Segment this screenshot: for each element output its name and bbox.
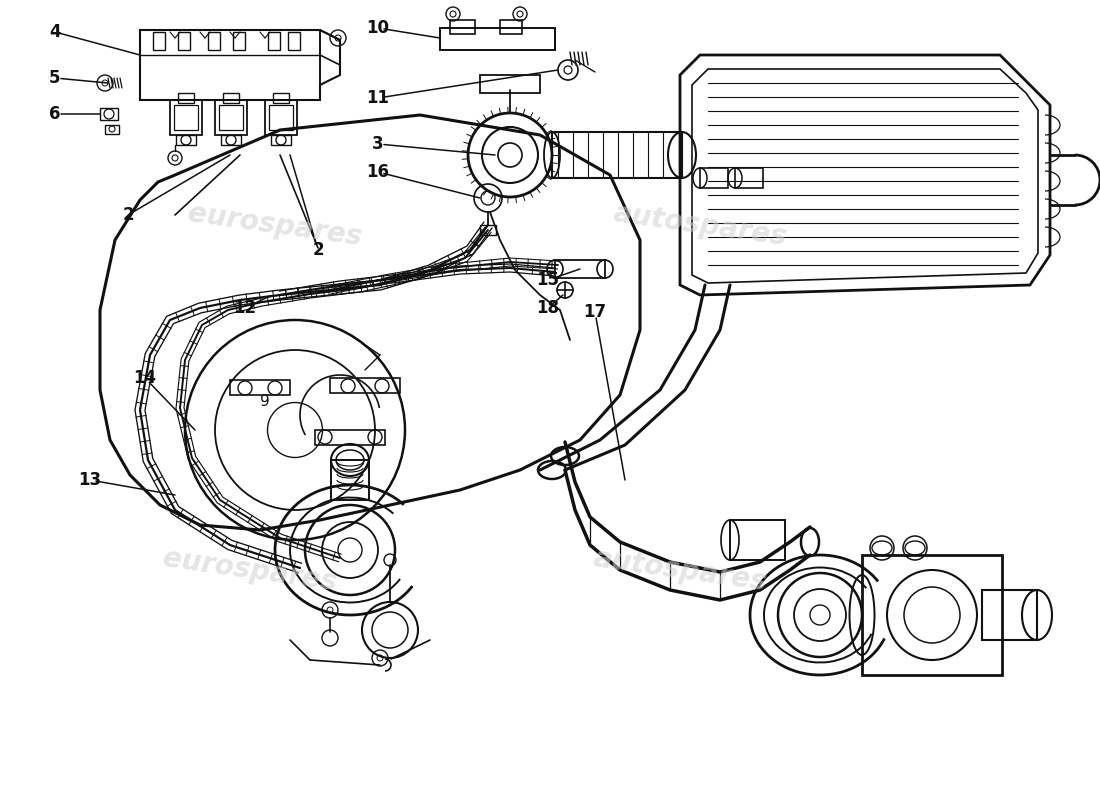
Bar [480,75,540,93]
Bar [176,135,196,145]
Text: 6: 6 [50,105,60,123]
Bar [440,28,556,50]
Bar [556,260,605,278]
Text: 12: 12 [233,299,256,317]
Bar [552,132,682,178]
Bar [100,108,118,120]
Bar [735,168,763,188]
Bar [700,168,728,188]
Bar [730,520,785,560]
Text: 14: 14 [133,369,156,387]
Text: eurospares: eurospares [186,199,364,251]
Text: eurospares: eurospares [162,544,339,596]
Text: 9: 9 [260,394,270,410]
Bar [170,100,202,135]
Bar [480,225,496,235]
Bar [153,32,165,50]
Text: 15: 15 [537,271,560,289]
Bar [273,93,289,103]
Bar [271,135,292,145]
Bar [178,93,194,103]
Bar [208,32,220,50]
Text: 13: 13 [78,471,101,489]
Bar [233,32,245,50]
Bar [104,125,119,134]
Bar [982,590,1037,640]
Text: 16: 16 [366,163,389,181]
Bar [450,20,475,34]
Text: 10: 10 [366,19,389,37]
Bar [288,32,300,50]
Text: 17: 17 [583,303,606,321]
Bar [219,105,243,130]
Bar [331,460,368,500]
Bar [214,100,248,135]
Bar [862,555,1002,675]
Bar [174,105,198,130]
Bar [268,32,280,50]
Text: 4: 4 [50,23,60,41]
Text: 3: 3 [372,135,384,153]
Text: 2: 2 [122,206,134,224]
Text: 11: 11 [366,89,389,107]
Bar [265,100,297,135]
Text: 5: 5 [50,69,60,87]
Text: 2: 2 [312,241,323,259]
Bar [270,105,293,130]
Bar [500,20,522,34]
Bar [178,32,190,50]
Text: 18: 18 [537,299,560,317]
Bar [223,93,239,103]
Bar [221,135,241,145]
Text: autospares: autospares [592,544,769,596]
Text: autospares: autospares [612,199,789,251]
